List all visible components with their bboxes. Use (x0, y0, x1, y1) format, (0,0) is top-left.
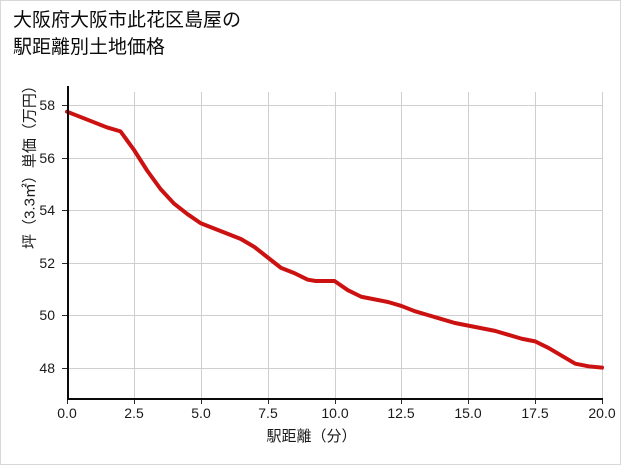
gridline-x-12.5 (401, 92, 402, 400)
series-line-坪単価 (65, 109, 604, 370)
gridline-x-20.0 (602, 92, 603, 400)
y-tick-label-52: 52 (39, 255, 55, 271)
plot-background (67, 92, 602, 400)
x-tick-mark-20.0 (602, 400, 603, 404)
y-tick-mark-54 (62, 210, 67, 211)
y-tick-mark-48 (62, 368, 67, 369)
x-tick-label-15.0: 15.0 (454, 405, 482, 421)
x-tick-label-10.0: 10.0 (321, 405, 349, 421)
gridline-y-52 (67, 263, 602, 264)
x-axis-label: 駅距離（分） (266, 428, 357, 445)
x-tick-mark-2.5 (134, 400, 135, 404)
gridline-y-56 (67, 158, 602, 159)
y-tick-mark-58 (62, 105, 67, 106)
x-tick-mark-0.0 (67, 400, 68, 404)
x-tick-label-0.0: 0.0 (57, 405, 77, 421)
x-tick-label-5.0: 5.0 (191, 405, 211, 421)
gridline-x-5.0 (201, 92, 202, 400)
y-tick-label-54: 54 (39, 202, 55, 218)
y-tick-mark-56 (62, 158, 67, 159)
gridline-y-58 (67, 105, 602, 106)
x-tick-mark-17.5 (535, 400, 536, 404)
x-tick-mark-7.5 (268, 400, 269, 404)
gridline-x-15.0 (468, 92, 469, 400)
x-tick-label-20.0: 20.0 (588, 405, 616, 421)
x-tick-label-12.5: 12.5 (387, 405, 415, 421)
gridline-y-54 (67, 210, 602, 211)
x-tick-mark-15.0 (468, 400, 469, 404)
x-axis-spine (67, 398, 603, 400)
gridline-x-2.5 (134, 92, 135, 400)
gridline-y-48 (67, 368, 602, 369)
y-tick-label-48: 48 (39, 360, 55, 376)
x-tick-label-7.5: 7.5 (258, 405, 278, 421)
page-title: 大阪府大阪市此花区島屋の 駅距離別土地価格 (13, 10, 242, 58)
gridline-x-7.5 (268, 92, 269, 400)
y-axis-spine (67, 86, 69, 400)
x-tick-mark-5.0 (201, 400, 202, 404)
line-series-svg (65, 109, 604, 370)
y-tick-label-56: 56 (39, 150, 55, 166)
y-axis-label: 坪（3.3㎡）単価（万円） (21, 78, 39, 249)
y-tick-label-50: 50 (39, 307, 55, 323)
y-tick-mark-50 (62, 315, 67, 316)
x-tick-label-17.5: 17.5 (521, 405, 549, 421)
gridline-x-10.0 (335, 92, 336, 400)
x-tick-mark-12.5 (401, 400, 402, 404)
gridline-y-50 (67, 315, 602, 316)
gridline-x-17.5 (535, 92, 536, 400)
y-tick-mark-52 (62, 263, 67, 264)
x-tick-mark-10.0 (335, 400, 336, 404)
y-tick-label-58: 58 (39, 97, 55, 113)
x-tick-label-2.5: 2.5 (124, 405, 144, 421)
plot-area (65, 92, 604, 400)
